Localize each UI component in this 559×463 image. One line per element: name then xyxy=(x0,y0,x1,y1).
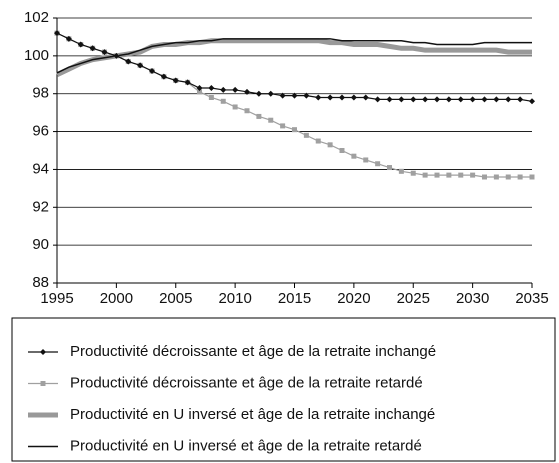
marker xyxy=(517,174,523,180)
marker xyxy=(101,49,108,56)
y-tick-label: 90 xyxy=(32,236,49,253)
series-line xyxy=(56,38,532,74)
marker xyxy=(387,165,392,171)
marker xyxy=(197,89,202,95)
marker xyxy=(493,96,500,103)
x-tick-label: 2010 xyxy=(218,290,251,307)
marker xyxy=(458,172,464,178)
marker xyxy=(363,157,369,163)
marker xyxy=(398,96,405,103)
marker xyxy=(279,92,286,99)
y-tick-label: 100 xyxy=(24,47,49,64)
marker xyxy=(362,94,369,101)
y-tick-label: 96 xyxy=(32,123,49,140)
marker xyxy=(529,174,535,180)
y-tick-label: 88 xyxy=(32,274,49,291)
legend-label: Productivité décroissante et âge de la r… xyxy=(70,343,436,360)
x-tick-label: 2025 xyxy=(397,290,430,307)
marker xyxy=(469,96,476,103)
marker xyxy=(446,172,452,178)
marker xyxy=(125,58,132,65)
marker xyxy=(232,104,238,110)
series-line xyxy=(55,38,532,78)
marker xyxy=(89,45,96,52)
marker xyxy=(208,95,214,100)
marker xyxy=(256,113,262,119)
marker xyxy=(398,168,404,174)
marker xyxy=(244,88,250,95)
marker xyxy=(160,73,167,80)
marker xyxy=(505,174,511,180)
x-tick-label: 2020 xyxy=(337,290,370,307)
marker xyxy=(482,174,487,180)
marker xyxy=(113,52,120,59)
marker xyxy=(529,98,535,105)
x-tick-label: 2000 xyxy=(100,290,133,307)
x-tick-label: 2015 xyxy=(278,290,311,307)
marker xyxy=(255,90,262,97)
y-tick-label: 102 xyxy=(24,9,49,26)
y-tick-label: 98 xyxy=(32,85,49,102)
marker xyxy=(184,79,191,86)
marker xyxy=(303,92,310,99)
marker xyxy=(327,142,333,148)
marker xyxy=(339,94,345,101)
marker xyxy=(374,96,381,103)
marker xyxy=(267,90,274,97)
marker xyxy=(434,172,440,178)
marker xyxy=(292,127,297,133)
marker xyxy=(386,96,393,103)
marker xyxy=(280,123,286,129)
marker xyxy=(327,94,334,101)
marker xyxy=(220,98,226,104)
marker xyxy=(481,96,488,103)
legend-label: Productivité en U inversé et âge de la r… xyxy=(70,437,422,454)
marker xyxy=(422,96,429,103)
marker xyxy=(232,86,239,93)
y-tick-label: 92 xyxy=(32,198,49,215)
x-tick-label: 2005 xyxy=(159,290,192,307)
marker xyxy=(410,170,416,176)
marker xyxy=(457,96,464,103)
marker xyxy=(172,77,179,84)
marker xyxy=(350,94,357,101)
marker xyxy=(470,172,476,178)
marker xyxy=(196,85,203,92)
x-tick-label: 1995 xyxy=(40,290,73,307)
marker xyxy=(517,96,524,103)
legend-box xyxy=(11,317,556,462)
marker xyxy=(40,381,46,386)
legend-label: Productivité en U inversé et âge de la r… xyxy=(70,406,435,423)
marker xyxy=(40,349,46,355)
marker xyxy=(291,92,298,99)
marker xyxy=(268,117,274,123)
x-tick-label: 2030 xyxy=(456,290,489,307)
marker xyxy=(422,172,428,178)
marker xyxy=(303,132,309,138)
marker xyxy=(339,148,345,153)
y-tick-label: 94 xyxy=(32,160,49,177)
marker xyxy=(315,138,321,144)
marker xyxy=(445,96,452,103)
marker xyxy=(375,161,381,167)
marker xyxy=(149,68,155,74)
marker xyxy=(315,94,322,101)
marker xyxy=(208,85,215,92)
marker xyxy=(351,153,357,159)
x-tick-label: 2035 xyxy=(515,290,548,307)
marker xyxy=(54,30,60,37)
marker xyxy=(77,41,84,48)
marker xyxy=(434,96,440,103)
marker xyxy=(493,174,499,180)
marker xyxy=(244,108,250,114)
marker xyxy=(65,35,72,42)
marker xyxy=(137,62,144,69)
marker xyxy=(220,86,227,93)
series-line xyxy=(56,32,533,102)
legend-label: Productivité décroissante et âge de la r… xyxy=(70,374,423,391)
marker xyxy=(410,96,417,103)
marker xyxy=(505,96,512,103)
